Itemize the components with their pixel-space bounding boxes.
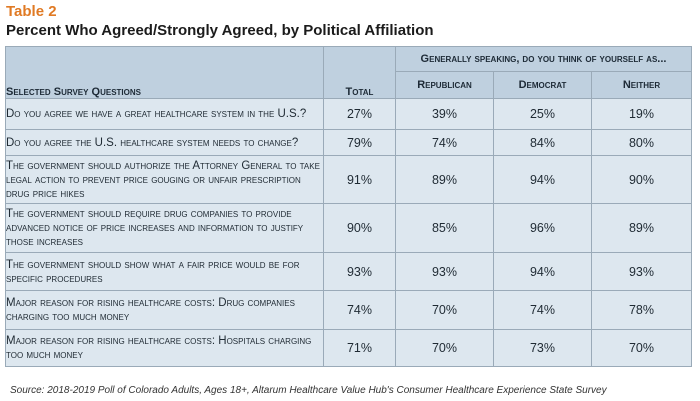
republican-cell: 70% xyxy=(395,290,494,330)
republican-cell: 74% xyxy=(395,129,494,156)
header-questions: Selected Survey Questions xyxy=(5,46,324,99)
total-cell: 91% xyxy=(323,155,396,204)
democrat-cell: 94% xyxy=(493,155,592,204)
republican-cell: 39% xyxy=(395,98,494,130)
header-total: Total xyxy=(323,46,396,99)
header-affiliation-group: Generally speaking, do you think of your… xyxy=(394,46,693,72)
republican-cell: 89% xyxy=(395,155,494,204)
neither-cell: 78% xyxy=(590,290,693,330)
democrat-cell: 74% xyxy=(493,290,592,330)
republican-cell: 70% xyxy=(395,329,494,367)
question-cell: The government should require drug compa… xyxy=(5,203,324,253)
header-republican: Republican xyxy=(395,71,494,99)
question-cell: Major reason for rising healthcare costs… xyxy=(5,329,324,367)
table-row: Major reason for rising healthcare costs… xyxy=(5,290,693,330)
democrat-cell: 96% xyxy=(493,203,592,253)
question-cell: The government should authorize the Atto… xyxy=(5,155,324,204)
question-cell: The government should show what a fair p… xyxy=(5,252,324,291)
header-democrat: Democrat xyxy=(493,71,592,99)
table-row: Major reason for rising healthcare costs… xyxy=(5,329,693,367)
table-row: The government should require drug compa… xyxy=(5,203,693,253)
question-cell: Do you agree we have a great healthcare … xyxy=(5,98,324,130)
democrat-cell: 73% xyxy=(493,329,592,367)
total-cell: 27% xyxy=(323,98,396,130)
header-neither: Neither xyxy=(590,71,693,99)
total-cell: 79% xyxy=(323,129,396,156)
neither-cell: 93% xyxy=(590,252,693,291)
neither-cell: 90% xyxy=(590,155,693,204)
total-cell: 93% xyxy=(323,252,396,291)
neither-cell: 19% xyxy=(590,98,693,130)
table-label: Table 2 xyxy=(6,3,57,20)
neither-cell: 80% xyxy=(590,129,693,156)
democrat-cell: 25% xyxy=(493,98,592,130)
total-cell: 74% xyxy=(323,290,396,330)
total-cell: 71% xyxy=(323,329,396,367)
republican-cell: 85% xyxy=(395,203,494,253)
table-row: Do you agree we have a great healthcare … xyxy=(5,98,693,130)
question-cell: Major reason for rising healthcare costs… xyxy=(5,290,324,330)
neither-cell: 70% xyxy=(590,329,693,367)
neither-cell: 89% xyxy=(590,203,693,253)
table-row: The government should show what a fair p… xyxy=(5,252,693,291)
survey-table: Selected Survey Questions Total Generall… xyxy=(5,46,693,367)
table-row: The government should authorize the Atto… xyxy=(5,155,693,204)
table-title: Percent Who Agreed/Strongly Agreed, by P… xyxy=(6,22,434,39)
democrat-cell: 94% xyxy=(493,252,592,291)
table-row: Do you agree the U.S. healthcare system … xyxy=(5,129,693,156)
question-cell: Do you agree the U.S. healthcare system … xyxy=(5,129,324,156)
total-cell: 90% xyxy=(323,203,396,253)
source-note: Source: 2018-2019 Poll of Colorado Adult… xyxy=(10,385,607,396)
republican-cell: 93% xyxy=(395,252,494,291)
democrat-cell: 84% xyxy=(493,129,592,156)
